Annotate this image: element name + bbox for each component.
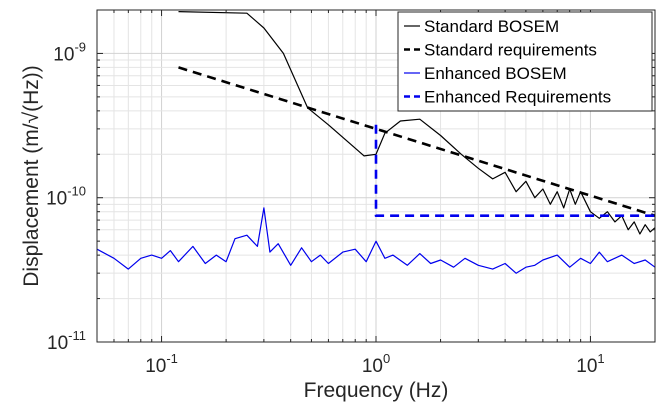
series-line-standard-requirements — [178, 66, 656, 217]
tick-labels: 10-1 100 101 10-11 10-10 10-9 — [46, 39, 605, 377]
x-tick-label: 100 — [362, 351, 390, 377]
y-axis-label: Displacement (m/√(Hz)) — [20, 65, 43, 287]
tick-layer — [96, 9, 656, 343]
legend: Standard BOSEM Standard requirements Enhan… — [397, 11, 653, 112]
legend-label-enhanced-requirements: Enhanced Requirements — [424, 88, 611, 107]
series-line-enhanced-requirements — [374, 124, 655, 217]
series-layer — [96, 11, 656, 274]
y-tick-label: 10-11 — [47, 328, 86, 354]
legend-label-standard-requirements: Standard requirements — [424, 41, 597, 60]
y-tick-label: 10-9 — [53, 39, 86, 65]
legend-label-standard-bosem: Standard BOSEM — [424, 17, 559, 36]
y-tick-label: 10-10 — [46, 184, 86, 210]
x-tick-label: 10-1 — [145, 351, 178, 377]
series-line-enhanced-bosem — [96, 207, 656, 274]
x-axis-label: Frequency (Hz) — [304, 379, 449, 402]
legend-label-enhanced-bosem: Enhanced BOSEM — [424, 64, 567, 83]
x-tick-label: 101 — [576, 351, 604, 377]
legend-box — [397, 11, 653, 112]
